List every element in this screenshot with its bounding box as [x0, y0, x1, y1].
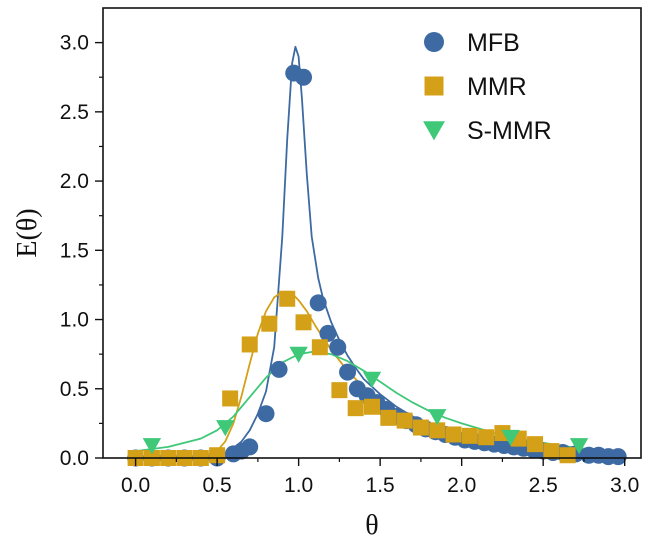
data-point-mmr	[241, 336, 258, 353]
data-point-mfb	[309, 294, 327, 312]
x-tick-label: 1.0	[284, 474, 313, 497]
x-axis: 0.0 0.5 1.0 1.5 2.0 2.5 3.0	[121, 458, 639, 497]
x-tick-label: 0.5	[203, 474, 232, 497]
data-point-mmr	[412, 419, 429, 436]
data-point-mmr	[478, 429, 495, 446]
data-point-mmr	[364, 398, 380, 415]
data-point-mmr	[295, 314, 312, 331]
y-tick-label: 1.5	[60, 239, 89, 262]
legend-label-s-mmr: S-MMR	[467, 117, 552, 145]
data-point-mmr	[261, 315, 278, 332]
data-point-mfb	[339, 363, 357, 381]
data-point-mmr	[543, 443, 560, 460]
data-point-mfb	[329, 338, 347, 356]
data-point-mmr	[209, 447, 226, 464]
data-point-s-mmr	[569, 438, 589, 455]
data-point-mmr	[559, 447, 576, 464]
x-tick-label: 2.5	[529, 474, 558, 497]
data-point-mmr	[445, 426, 462, 443]
data-point-s-mmr	[216, 420, 235, 437]
y-axis: 0.0 0.5 1.0 1.5 2.0 2.5 3.0	[60, 32, 103, 470]
data-point-s-mmr	[142, 438, 162, 455]
x-tick-label: 3.0	[610, 474, 639, 497]
x-axis-title: θ	[365, 510, 378, 541]
data-point-mmr	[396, 412, 413, 429]
data-point-mmr	[429, 422, 446, 439]
legend-marker-mmr	[424, 76, 444, 96]
y-tick-label: 0.0	[60, 447, 89, 470]
data-point-s-mmr	[289, 346, 308, 363]
y-tick-label: 2.5	[60, 101, 89, 124]
data-point-s-mmr	[428, 409, 447, 426]
data-point-mmr	[331, 382, 348, 399]
y-tick-label: 0.5	[60, 378, 89, 401]
data-point-mmr	[222, 390, 239, 407]
y-tick-label: 3.0	[60, 32, 89, 55]
data-point-mmr	[347, 400, 364, 417]
x-tick-label: 0.0	[121, 474, 150, 497]
data-point-mmr	[461, 427, 478, 444]
legend-label-mfb: MFB	[467, 29, 520, 57]
data-point-mfb	[241, 438, 259, 456]
data-point-mfb	[319, 324, 337, 342]
legend-marker-mfb	[424, 32, 444, 52]
plot-frame	[102, 7, 642, 459]
y-tick-label: 2.0	[60, 170, 89, 193]
y-tick-label: 1.0	[60, 309, 89, 332]
fit-curve-2	[135, 290, 625, 459]
data-point-mfb	[270, 360, 288, 378]
x-tick-label: 2.0	[447, 474, 476, 497]
data-point-mmr	[380, 409, 397, 426]
data-point-mfb	[257, 405, 275, 423]
data-point-s-mmr	[501, 429, 520, 446]
x-tick-label: 1.5	[366, 474, 395, 497]
data-point-mfb	[609, 448, 627, 466]
data-points-layer	[127, 64, 627, 467]
data-point-mmr	[279, 290, 296, 307]
data-point-s-mmr	[362, 371, 382, 388]
legend-marker-s-mmr	[423, 121, 445, 141]
legend-label-mmr: MMR	[467, 73, 527, 101]
data-point-mfb	[295, 68, 313, 86]
y-axis-title: E(θ)	[12, 208, 43, 257]
data-point-mmr	[527, 436, 544, 453]
data-point-mmr	[311, 339, 328, 356]
legend: MFB MMR S-MMR	[423, 29, 552, 145]
